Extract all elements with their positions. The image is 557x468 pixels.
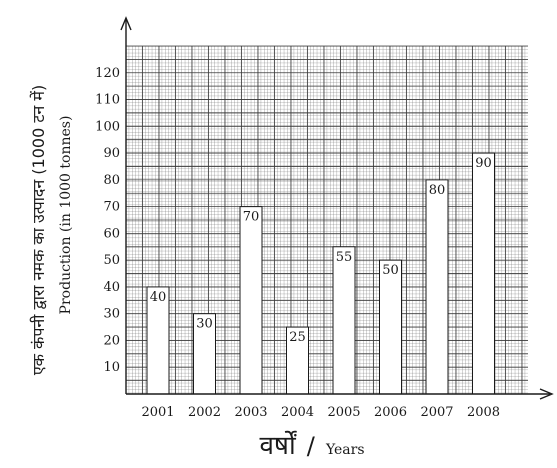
y-tick-label: 30: [103, 307, 120, 322]
bar-2003: [239, 206, 263, 395]
y-axis-title-group: एक कंपनी द्वारा नमक का उत्पादन (1000 टन …: [29, 85, 48, 375]
y-axis-arrowhead: [120, 16, 132, 31]
data-label-2007: 80: [429, 183, 446, 198]
x-axis-title-separator: /: [307, 432, 316, 460]
y-tick-label: 60: [103, 226, 120, 241]
y-axis-title-hindi: एक कंपनी द्वारा नमक का उत्पादन (1000 टन …: [29, 85, 48, 375]
x-tick-label: 2003: [234, 405, 267, 420]
x-tick-label: 2001: [141, 405, 174, 420]
bar-2008: [472, 152, 495, 395]
data-label-2001: 40: [150, 290, 167, 305]
x-axis-title: वर्षों / Years: [259, 430, 364, 461]
y-tick-label: 80: [103, 173, 120, 188]
bar-2005: [332, 246, 356, 395]
bar-2006: [379, 259, 402, 395]
y-tick-label: 40: [103, 280, 120, 295]
x-tick-label: 2002: [188, 405, 221, 420]
y-tick-label: 110: [95, 93, 120, 108]
y-tick-label: 20: [103, 333, 120, 348]
data-label-2006: 50: [382, 263, 399, 278]
x-axis-arrowhead: [539, 388, 554, 400]
y-tick-label: 90: [103, 146, 120, 161]
y-tick-label: 10: [103, 360, 120, 375]
x-tick-label: 2006: [374, 405, 407, 420]
x-tick-label: 2004: [281, 405, 314, 420]
x-axis-title-english: Years: [325, 442, 365, 458]
data-label-2004: 25: [289, 330, 306, 345]
bars-group: [146, 152, 495, 395]
y-tick-label: 120: [95, 66, 120, 81]
x-tick-labels: 2001 2002 2003 2004 2005 2006 2007 2008: [141, 405, 500, 420]
data-label-2003: 70: [243, 210, 260, 225]
axes-group: [120, 16, 554, 400]
y-tick-label: 100: [95, 119, 120, 134]
x-tick-label: 2008: [467, 405, 500, 420]
x-axis-title-hindi: वर्षों: [259, 430, 297, 461]
y-axis-title-english-group: Production (in 1000 tonnes): [58, 116, 74, 315]
data-label-2008: 90: [475, 156, 492, 171]
y-axis-title: Production (in 1000 tonnes): [58, 116, 74, 315]
y-tick-label: 70: [103, 200, 120, 215]
x-tick-label: 2007: [420, 405, 453, 420]
data-label-2002: 30: [196, 317, 213, 332]
data-labels: 40 30 70 25 55 50 80 90: [150, 156, 492, 345]
y-tick-labels: 10 20 30 40 50 60 70 80 90 100 110 120: [95, 66, 120, 375]
x-tick-label: 2005: [327, 405, 360, 420]
bar-2007: [425, 179, 449, 395]
data-label-2005: 55: [336, 250, 353, 265]
y-tick-label: 50: [103, 253, 120, 268]
